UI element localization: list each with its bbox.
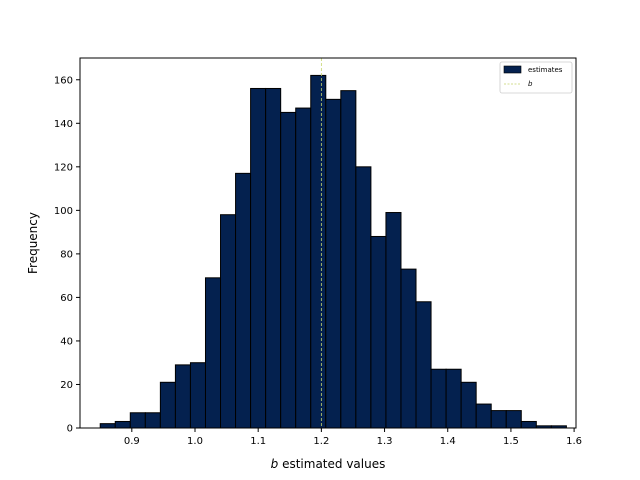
x-tick-label: 1.2: [313, 436, 329, 447]
histogram-bar: [505, 410, 522, 429]
histogram-bar: [250, 87, 267, 429]
legend-estimates-label: estimates: [528, 66, 563, 74]
histogram-bars: [99, 74, 567, 429]
histogram-bar: [325, 98, 342, 429]
histogram-bar: [159, 381, 176, 429]
y-tick-label: 0: [67, 424, 73, 435]
histogram-bar: [445, 368, 462, 429]
histogram-bar: [144, 412, 161, 429]
histogram-bar: [280, 111, 297, 429]
plot-frame: [79, 57, 577, 429]
y-axis-label: Frequency: [26, 212, 40, 274]
histogram-bar: [220, 214, 237, 429]
histogram-bar: [355, 166, 372, 429]
histogram-bar: [475, 403, 492, 429]
legend: estimates b: [499, 61, 573, 94]
histogram-bar: [204, 277, 222, 429]
y-tick-label: 40: [60, 336, 73, 347]
histogram-bar: [174, 364, 191, 429]
histogram-bar: [340, 90, 357, 429]
x-tick-label: 1.5: [503, 436, 519, 447]
histogram-bar: [370, 235, 387, 429]
histogram-bar: [490, 410, 507, 429]
histogram-bar: [189, 362, 206, 429]
y-tick-label: 100: [54, 206, 73, 217]
y-tick-label: 20: [60, 380, 73, 391]
histogram-bar: [400, 268, 417, 429]
histogram-bar: [265, 87, 282, 429]
x-axis-label-variable: b: [271, 457, 279, 471]
histogram-bar: [114, 420, 131, 429]
histogram-bar: [99, 423, 116, 429]
histogram-bar: [129, 412, 146, 429]
x-tick-label: 1.0: [187, 436, 203, 447]
y-tick-label: 60: [60, 293, 73, 304]
y-tick-label: 80: [60, 249, 73, 260]
x-tick-label: 1.1: [250, 436, 266, 447]
x-axis-label: b estimated values: [271, 457, 386, 471]
histogram-bar: [460, 381, 477, 429]
y-tick-label: 160: [54, 75, 73, 86]
histogram-bar: [415, 301, 432, 429]
y-axis-ticks: 0 20 40 60 80 100 120 140 160: [54, 75, 80, 435]
y-tick-label: 120: [54, 162, 73, 173]
x-tick-label: 0.9: [124, 436, 140, 447]
x-tick-label: 1.6: [566, 436, 582, 447]
histogram-bar: [385, 212, 402, 429]
histogram-bar: [520, 420, 537, 429]
x-axis-label-text: estimated values: [278, 457, 385, 471]
x-tick-label: 1.4: [440, 436, 456, 447]
y-tick-label: 140: [54, 119, 73, 130]
legend-estimates-patch: [503, 65, 522, 74]
histogram-bar: [235, 172, 252, 429]
histogram-bar: [310, 74, 327, 429]
histogram-bar: [430, 368, 447, 429]
x-axis-ticks: 0.9 1.0 1.1 1.2 1.3 1.4 1.5 1.6: [124, 428, 582, 447]
histogram-bar: [295, 107, 312, 429]
x-tick-label: 1.3: [377, 436, 393, 447]
legend-b-label: b: [528, 80, 533, 88]
